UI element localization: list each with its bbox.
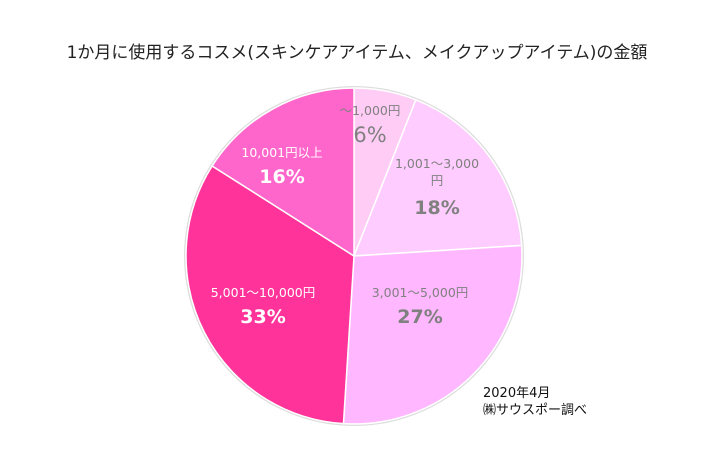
pie-slice-2: [342, 244, 523, 425]
svg-text:33%: 33%: [240, 306, 285, 328]
survey-source: ㈱サウスポー調べ: [483, 403, 588, 418]
slice-label-1: 1,001～3,000 円 18%: [395, 156, 479, 219]
svg-text:18%: 18%: [414, 197, 459, 219]
svg-text:1,001～3,000: 1,001～3,000: [395, 156, 479, 171]
svg-text:～1,000円: ～1,000円: [340, 103, 401, 118]
pie-slice-3: [185, 164, 355, 425]
survey-date: 2020年4月: [483, 386, 551, 401]
pie-slice-4: [211, 87, 355, 258]
chart-title: 1か月に使用するコスメ(スキンケアアイテム、メイクアップアイテム)の金額: [66, 43, 648, 63]
svg-text:16%: 16%: [259, 166, 304, 188]
svg-text:3,001～5,000円: 3,001～5,000円: [372, 285, 469, 300]
slice-label-0: ～1,000円 6%: [340, 103, 401, 147]
slice-label-4: 10,001円以上 16%: [241, 145, 322, 188]
source-note: 2020年4月 ㈱サウスポー調べ: [483, 385, 587, 419]
svg-text:27%: 27%: [397, 306, 442, 328]
svg-text:10,001円以上: 10,001円以上: [241, 145, 322, 160]
svg-text:円: 円: [431, 173, 444, 188]
pie-slice-1: [352, 98, 523, 257]
slice-label-2: 3,001～5,000円 27%: [372, 285, 469, 328]
svg-text:6%: 6%: [353, 123, 386, 147]
slice-label-3: 5,001～10,000円 33%: [211, 285, 316, 328]
svg-text:5,001～10,000円: 5,001～10,000円: [211, 285, 316, 300]
